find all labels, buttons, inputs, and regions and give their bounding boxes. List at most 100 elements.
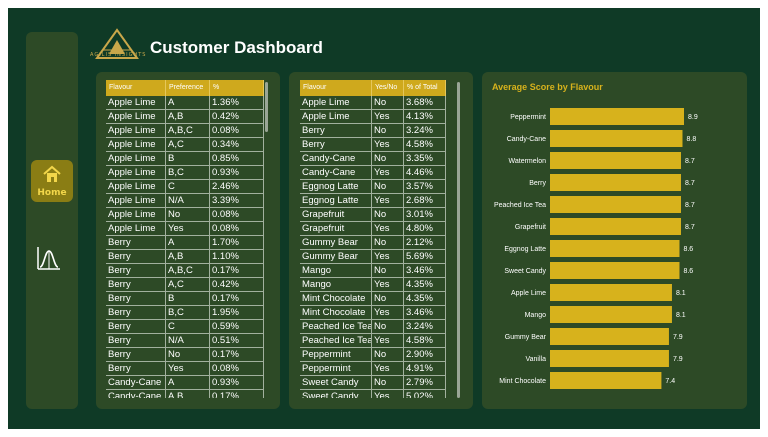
- bar[interactable]: [550, 372, 662, 389]
- table-cell: A,B,C: [166, 264, 210, 277]
- table-body: Apple Lime A 1.36% Apple Lime A,B 0.42% Apple …: [106, 96, 264, 398]
- scrollbar[interactable]: [457, 82, 460, 398]
- table-cell: Mango: [300, 278, 372, 291]
- distribution-chart-icon[interactable]: [36, 245, 62, 271]
- bar[interactable]: [550, 284, 672, 301]
- home-button[interactable]: Home: [31, 160, 73, 202]
- table-row[interactable]: Apple Lime A,B 0.42%: [106, 110, 264, 124]
- table-row[interactable]: Gummy Bear Yes 5.69%: [300, 250, 446, 264]
- bar[interactable]: [550, 262, 680, 279]
- table-row[interactable]: Berry No 0.17%: [106, 348, 264, 362]
- table-row[interactable]: Peached Ice Tea No 3.24%: [300, 320, 446, 334]
- data-label: 8.6: [683, 246, 693, 253]
- table-cell: N/A: [166, 194, 210, 207]
- table-row[interactable]: Berry A,B,C 0.17%: [106, 264, 264, 278]
- table-row[interactable]: Berry A,B 1.10%: [106, 250, 264, 264]
- bar[interactable]: [550, 196, 681, 213]
- table-cell: A,C: [166, 278, 210, 291]
- table-row[interactable]: Berry B,C 1.95%: [106, 306, 264, 320]
- category-label: Grapefruit: [515, 224, 546, 231]
- column-header[interactable]: %: [210, 80, 264, 96]
- bar[interactable]: [550, 306, 672, 323]
- table-row[interactable]: Candy-Cane A,B 0.17%: [106, 390, 264, 398]
- bar[interactable]: [550, 174, 681, 191]
- table-row[interactable]: Apple Lime B 0.85%: [106, 152, 264, 166]
- bar[interactable]: [550, 350, 669, 367]
- table-row[interactable]: Apple Lime B,C 0.93%: [106, 166, 264, 180]
- table-row[interactable]: Apple Lime No 0.08%: [106, 208, 264, 222]
- table-row[interactable]: Apple Lime Yes 0.08%: [106, 222, 264, 236]
- table-row[interactable]: Berry No 3.24%: [300, 124, 446, 138]
- column-header[interactable]: Flavour: [106, 80, 166, 96]
- table-cell: No: [372, 320, 404, 333]
- table-row[interactable]: Candy-Cane Yes 4.46%: [300, 166, 446, 180]
- table-row[interactable]: Apple Lime A,B,C 0.08%: [106, 124, 264, 138]
- table-cell: Eggnog Latte: [300, 180, 372, 193]
- table-row[interactable]: Candy-Cane No 3.35%: [300, 152, 446, 166]
- column-header[interactable]: % of Total: [404, 80, 446, 96]
- bar[interactable]: [550, 130, 683, 147]
- table-cell: No: [372, 236, 404, 249]
- table-row[interactable]: Berry C 0.59%: [106, 320, 264, 334]
- table-cell: N/A: [166, 334, 210, 347]
- table-row[interactable]: Berry N/A 0.51%: [106, 334, 264, 348]
- table-cell: Berry: [106, 236, 166, 249]
- table-row[interactable]: Apple Lime A 1.36%: [106, 96, 264, 110]
- bar[interactable]: [550, 328, 669, 345]
- table-row[interactable]: Apple Lime No 3.68%: [300, 96, 446, 110]
- table-cell: 4.35%: [404, 278, 446, 291]
- table-cell: 3.39%: [210, 194, 264, 207]
- table-row[interactable]: Mango Yes 4.35%: [300, 278, 446, 292]
- category-label: Peached Ice Tea: [494, 202, 546, 209]
- table-row[interactable]: Peppermint No 2.90%: [300, 348, 446, 362]
- table-row[interactable]: Berry Yes 4.58%: [300, 138, 446, 152]
- table-row[interactable]: Grapefruit Yes 4.80%: [300, 222, 446, 236]
- table-row[interactable]: Apple Lime Yes 4.13%: [300, 110, 446, 124]
- table-row[interactable]: Sweet Candy Yes 5.02%: [300, 390, 446, 398]
- table-cell: A,C: [166, 138, 210, 151]
- table-row[interactable]: Peached Ice Tea Yes 4.58%: [300, 334, 446, 348]
- table-cell: A: [166, 376, 210, 389]
- data-label: 8.1: [676, 312, 686, 319]
- table-row[interactable]: Eggnog Latte No 3.57%: [300, 180, 446, 194]
- table-cell: Mint Chocolate: [300, 306, 372, 319]
- table-row[interactable]: Berry Yes 0.08%: [106, 362, 264, 376]
- table-row[interactable]: Peppermint Yes 4.91%: [300, 362, 446, 376]
- table-row[interactable]: Candy-Cane A 0.93%: [106, 376, 264, 390]
- table-cell: 0.85%: [210, 152, 264, 165]
- column-header[interactable]: Yes/No: [372, 80, 404, 96]
- table-cell: Yes: [372, 222, 404, 235]
- table-row[interactable]: Berry A 1.70%: [106, 236, 264, 250]
- table-row[interactable]: Grapefruit No 3.01%: [300, 208, 446, 222]
- data-label: 7.9: [673, 356, 683, 363]
- table-cell: Apple Lime: [300, 96, 372, 109]
- scrollbar[interactable]: [265, 82, 268, 132]
- column-header[interactable]: Flavour: [300, 80, 372, 96]
- table-cell: 1.95%: [210, 306, 264, 319]
- data-label: 8.1: [676, 290, 686, 297]
- home-label: Home: [37, 188, 67, 198]
- table-cell: Peached Ice Tea: [302, 320, 372, 333]
- table-cell: 3.01%: [404, 208, 446, 221]
- table-row[interactable]: Eggnog Latte Yes 2.68%: [300, 194, 446, 208]
- bar[interactable]: [550, 108, 684, 125]
- table-row[interactable]: Sweet Candy No 2.79%: [300, 376, 446, 390]
- table-row[interactable]: Apple Lime C 2.46%: [106, 180, 264, 194]
- table-row[interactable]: Mango No 3.46%: [300, 264, 446, 278]
- table-cell: 1.36%: [210, 96, 264, 109]
- table-row[interactable]: Apple Lime N/A 3.39%: [106, 194, 264, 208]
- table-row[interactable]: Mint Chocolate Yes 3.46%: [300, 306, 446, 320]
- table-row[interactable]: Mint Chocolate No 4.35%: [300, 292, 446, 306]
- table-row[interactable]: Berry B 0.17%: [106, 292, 264, 306]
- table-cell: 3.68%: [404, 96, 446, 109]
- table-row[interactable]: Berry A,C 0.42%: [106, 278, 264, 292]
- data-label: 8.6: [683, 268, 693, 275]
- bar[interactable]: [550, 240, 680, 257]
- bar[interactable]: [550, 218, 681, 235]
- table-row[interactable]: Apple Lime A,C 0.34%: [106, 138, 264, 152]
- table-cell: Berry: [106, 264, 166, 277]
- bar[interactable]: [550, 152, 681, 169]
- table-cell: Yes: [372, 306, 404, 319]
- table-row[interactable]: Gummy Bear No 2.12%: [300, 236, 446, 250]
- column-header[interactable]: Preference: [166, 80, 210, 96]
